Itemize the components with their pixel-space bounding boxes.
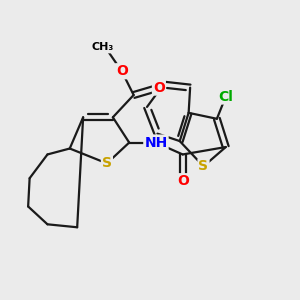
Text: S: S [102,156,112,170]
Text: S: S [199,159,208,173]
Text: Cl: Cl [218,89,233,103]
Text: O: O [153,81,165,94]
Text: O: O [116,64,128,78]
Text: CH₃: CH₃ [91,43,114,52]
Text: NH: NH [144,136,168,150]
Text: O: O [177,174,189,188]
